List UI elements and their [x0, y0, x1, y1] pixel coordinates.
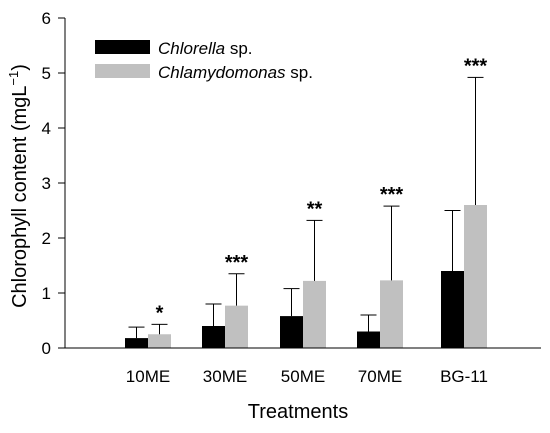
bar-chlorella [357, 331, 380, 348]
x-tick-label: BG-11 [440, 367, 488, 386]
significance-label: ** [307, 198, 323, 220]
y-tick-label: 2 [42, 229, 51, 248]
significance-label: *** [464, 55, 488, 77]
legend-label-italic: Chlamydomonas [158, 63, 286, 82]
y-tick-label: 1 [42, 284, 51, 303]
legend-label-rest: sp. [225, 39, 252, 58]
bar-chlamydomonas [225, 305, 248, 348]
significance-label: *** [380, 184, 404, 206]
bar-chlorella [280, 316, 303, 348]
legend-label-italic: Chlorella [158, 39, 225, 58]
y-axis-label-close: ) [9, 64, 31, 71]
bars-group [125, 205, 487, 348]
x-axis-ticks: 10ME 30ME 50ME 70ME BG-11 [126, 367, 488, 386]
x-tick-label: 10ME [126, 367, 170, 386]
y-axis-ticks: 0 1 2 3 4 5 6 [42, 9, 65, 358]
bar-chlamydomonas [464, 205, 487, 348]
y-tick-label: 0 [42, 339, 51, 358]
y-tick-label: 3 [42, 174, 51, 193]
y-axis-label-main: Chlorophyll content (mgL [9, 86, 31, 308]
y-tick-label: 5 [42, 64, 51, 83]
bar-chlorella [202, 326, 225, 348]
legend-swatch-chlamydomonas [95, 64, 150, 78]
axes [64, 18, 541, 349]
x-tick-label: 30ME [203, 367, 247, 386]
bar-chlorella [125, 338, 148, 348]
legend-label-rest: sp. [286, 63, 313, 82]
x-tick-label: 70ME [358, 367, 402, 386]
y-tick-label: 6 [42, 9, 51, 28]
bar-chlorella [441, 271, 464, 348]
legend-swatch-chlorella [95, 40, 150, 54]
significance-label: * [156, 302, 164, 324]
y-axis-label-superscript: −1 [6, 71, 21, 86]
legend: Chlorella sp.Chlamydomonas sp. [95, 39, 313, 82]
legend-label: Chlamydomonas sp. [158, 63, 313, 82]
y-axis-label: Chlorophyll content (mgL−1) [6, 64, 31, 308]
bar-chlamydomonas [380, 280, 403, 348]
x-tick-label: 50ME [281, 367, 325, 386]
significance-labels: ************ [156, 55, 488, 324]
bar-chlamydomonas [148, 334, 171, 348]
bar-chlamydomonas [303, 280, 326, 348]
significance-label: *** [225, 252, 249, 274]
legend-label: Chlorella sp. [158, 39, 253, 58]
x-axis-label: Treatments [248, 401, 348, 423]
y-tick-label: 4 [42, 119, 51, 138]
error-bars-group [128, 76, 484, 339]
